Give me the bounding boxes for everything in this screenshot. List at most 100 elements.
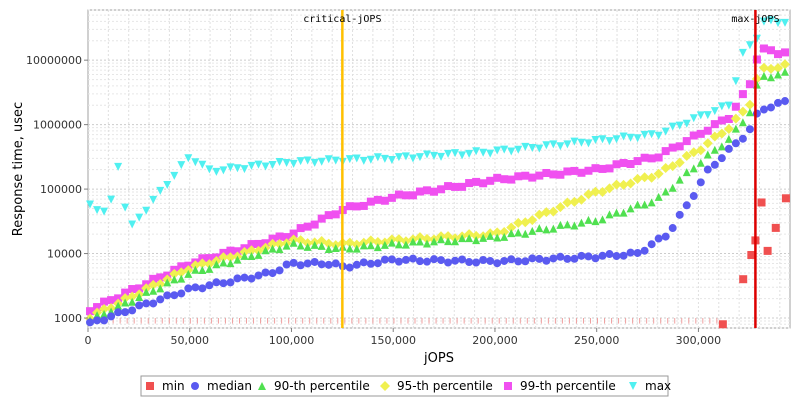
y-tick-label: 10000	[47, 248, 82, 261]
data-point	[535, 224, 544, 233]
data-point	[500, 232, 509, 241]
data-point	[380, 240, 389, 249]
data-point	[170, 171, 179, 180]
data-point	[310, 220, 319, 229]
legend-label: 90-th percentile	[274, 379, 370, 393]
legend-label: 99-th percentile	[520, 379, 616, 393]
data-point	[226, 259, 235, 268]
data-point	[128, 306, 137, 315]
data-point	[758, 62, 769, 73]
data-point	[633, 248, 642, 257]
data-point	[401, 240, 410, 249]
data-point	[682, 201, 691, 210]
data-point	[591, 217, 600, 226]
data-point	[556, 220, 565, 229]
data-point	[661, 232, 670, 241]
data-point	[499, 226, 510, 237]
data-point	[437, 256, 446, 265]
data-point	[716, 128, 727, 139]
data-point	[345, 202, 354, 211]
data-point	[675, 175, 684, 184]
data-point	[521, 171, 530, 180]
data-point	[493, 146, 502, 155]
x-tick-label: 250,000	[574, 334, 620, 347]
series-median	[86, 97, 790, 327]
data-point	[275, 158, 284, 167]
data-point	[128, 285, 137, 294]
data-point	[759, 71, 768, 80]
data-point	[514, 228, 523, 237]
legend-label: max	[645, 379, 671, 393]
data-point	[177, 262, 186, 271]
data-point	[184, 154, 193, 163]
data-point	[605, 137, 614, 146]
data-point	[394, 257, 403, 266]
data-point	[625, 178, 636, 189]
x-tick-label: 200,000	[472, 334, 518, 347]
data-point	[93, 206, 102, 215]
data-point	[535, 144, 544, 153]
data-point	[535, 254, 544, 263]
data-point	[542, 225, 551, 234]
data-point	[430, 187, 439, 196]
series-max	[86, 16, 790, 229]
data-point	[570, 137, 579, 146]
data-point	[163, 181, 172, 190]
data-point	[240, 273, 249, 282]
data-point	[142, 299, 151, 308]
data-point	[225, 252, 236, 263]
data-point	[233, 164, 242, 173]
data-point	[205, 281, 214, 290]
data-point	[598, 135, 607, 144]
x-tick-label: 50,000	[170, 334, 209, 347]
data-point	[598, 215, 607, 224]
data-point	[738, 90, 747, 99]
data-point	[752, 55, 761, 64]
data-point	[563, 167, 572, 176]
data-point	[289, 238, 298, 247]
data-point	[597, 187, 608, 198]
data-point	[633, 157, 642, 166]
legend-item: median	[191, 379, 252, 393]
data-point	[513, 217, 524, 228]
x-axis-title: jOPS	[423, 351, 454, 366]
data-point	[142, 206, 151, 215]
data-point	[254, 239, 263, 248]
data-point	[521, 257, 530, 266]
data-point	[521, 229, 530, 238]
data-point	[408, 154, 417, 163]
data-point	[394, 240, 403, 249]
data-point	[633, 200, 642, 209]
data-point	[660, 162, 671, 173]
data-point	[612, 252, 621, 261]
data-point	[100, 207, 109, 216]
data-point	[647, 240, 656, 249]
data-point	[408, 191, 417, 200]
data-point	[295, 235, 306, 246]
data-point	[366, 155, 375, 164]
data-point	[465, 234, 474, 243]
data-point	[421, 233, 432, 244]
data-point	[198, 254, 207, 263]
data-point	[731, 77, 740, 86]
data-point	[254, 160, 263, 169]
data-point	[681, 150, 692, 161]
data-point	[695, 145, 706, 156]
data-point	[373, 153, 382, 162]
data-point	[100, 309, 109, 318]
data-point	[415, 257, 424, 266]
data-point	[219, 258, 228, 267]
data-point	[632, 173, 643, 184]
data-point	[268, 269, 277, 278]
data-point	[177, 289, 186, 298]
data-point	[724, 144, 733, 153]
legend-item: max	[629, 379, 671, 393]
data-point	[303, 259, 312, 268]
data-point	[745, 80, 754, 89]
data-point	[724, 101, 733, 110]
data-point	[205, 165, 214, 174]
data-point	[261, 268, 270, 277]
data-point	[661, 147, 670, 156]
data-point	[198, 265, 207, 274]
data-point	[773, 98, 782, 107]
